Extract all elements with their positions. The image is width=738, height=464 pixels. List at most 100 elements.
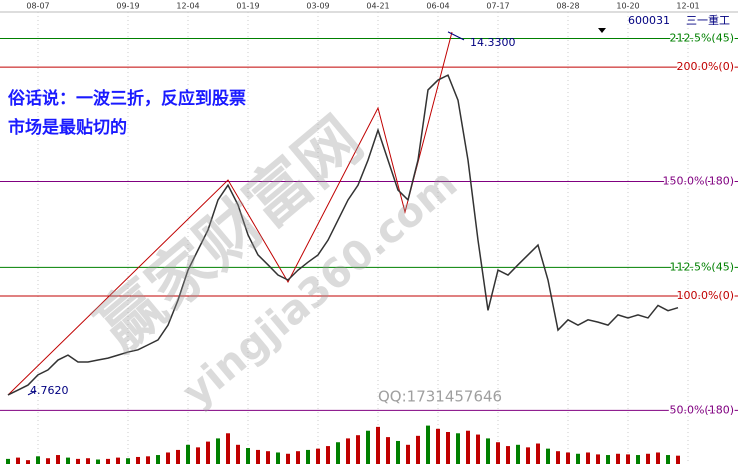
volume-bar (616, 453, 620, 464)
volume-bar (526, 447, 530, 464)
volume-bar (326, 446, 330, 464)
volume-bar (116, 457, 120, 464)
grid (37, 12, 689, 464)
stock-name: 三一重工 (686, 13, 730, 27)
price (7, 74, 679, 396)
volume-bar (126, 458, 130, 464)
volume-bar (406, 444, 410, 464)
volume-bar (446, 432, 450, 464)
volume-bar (96, 459, 100, 464)
volume-bar (46, 458, 50, 464)
volume-bar (346, 438, 350, 464)
x-tick-label: 04-21 (366, 2, 389, 11)
volume-bar (166, 452, 170, 464)
volume-bar (36, 456, 40, 464)
volume-bar (66, 457, 70, 464)
volume-bar (226, 433, 230, 464)
high-marker (447, 31, 465, 41)
high-label: 14.3300 (470, 36, 516, 49)
volume-bar (16, 457, 20, 464)
volume-bar (136, 456, 140, 464)
x-tick-label: 07-17 (486, 2, 509, 11)
marker (598, 28, 606, 33)
low-label: 4.7620 (30, 384, 69, 397)
level-label: 100.0%(0) (676, 289, 734, 302)
volume-bar (86, 458, 90, 464)
x-tick-label: 03-09 (306, 2, 329, 11)
volume-bar (416, 435, 420, 464)
volume-bar (556, 451, 560, 464)
volume-bar (266, 451, 270, 464)
volume-bar (646, 453, 650, 464)
x-tick-label: 01-19 (236, 2, 259, 11)
volume-bar (596, 454, 600, 464)
annotation: 市场是最贴切的 (8, 117, 127, 138)
volume-bar (466, 430, 470, 464)
volume-bar (436, 428, 440, 464)
volume-bar (216, 438, 220, 464)
x-tick-label: 08-07 (26, 2, 49, 11)
x-tick-label: 12-01 (676, 2, 699, 11)
volume-bar (426, 425, 430, 464)
volume-bar (496, 442, 500, 464)
volume-bar (286, 453, 290, 464)
volume-bar (306, 449, 310, 464)
volume-bar (336, 442, 340, 464)
x-tick-label: 09-19 (116, 2, 139, 11)
volume-bar (316, 448, 320, 464)
levels: 212.5%(45) 200.0%(0) 150.0%(180) 112.5%(45)… (0, 30, 738, 418)
volume-bar (296, 451, 300, 464)
volume-bar (366, 430, 370, 464)
volume-bar (76, 458, 80, 464)
volume (6, 425, 680, 464)
stock-code: 600031 (628, 14, 670, 27)
volume-bar (56, 455, 60, 464)
volume-bar (206, 441, 210, 464)
volume-bar (586, 452, 590, 464)
volume-bar (606, 455, 610, 464)
volume-bar (106, 458, 110, 464)
volume-bar (186, 444, 190, 464)
volume-bar (256, 449, 260, 464)
volume-bar (196, 447, 200, 464)
volume-bar (536, 443, 540, 464)
volume-bar (486, 438, 490, 464)
volume-bar (576, 453, 580, 464)
volume-bar (636, 455, 640, 464)
volume-bar (516, 444, 520, 464)
volume-bar (176, 449, 180, 464)
volume-bar (396, 440, 400, 464)
volume-bar (626, 454, 630, 464)
x-tick-label: 06-04 (426, 2, 449, 11)
volume-bar (6, 458, 10, 464)
volume-bar (356, 435, 360, 464)
annotation: 俗话说：一波三折，反应到股票 (7, 88, 246, 109)
volume-bar (666, 455, 670, 464)
x-tick-label: 08-28 (556, 2, 579, 11)
level-label: 200.0%(0) (676, 60, 734, 73)
volume-bar (236, 444, 240, 464)
level-label: 112.5%(45) (669, 260, 734, 273)
volume-bar (676, 455, 680, 464)
x-tick-label: 12-04 (176, 2, 199, 11)
watermark: QQ:1731457646 (378, 388, 502, 406)
level-label: 50.0%(180) (669, 403, 734, 416)
volume-bar (566, 452, 570, 464)
volume-bar (546, 448, 550, 464)
volume-bar (376, 426, 380, 464)
volume-bar (656, 452, 660, 464)
volume-bar (476, 434, 480, 464)
volume-bar (26, 460, 30, 464)
volume-bar (386, 437, 390, 464)
volume-bar (276, 452, 280, 464)
volume-bar (156, 455, 160, 464)
volume-bar (456, 433, 460, 464)
volume-bar (506, 446, 510, 464)
x-tick-label: 10-20 (616, 2, 639, 11)
low-marker (27, 390, 37, 396)
volume-bar (246, 448, 250, 464)
price-line (7, 74, 679, 396)
level-label: 150.0%(180) (662, 175, 734, 188)
